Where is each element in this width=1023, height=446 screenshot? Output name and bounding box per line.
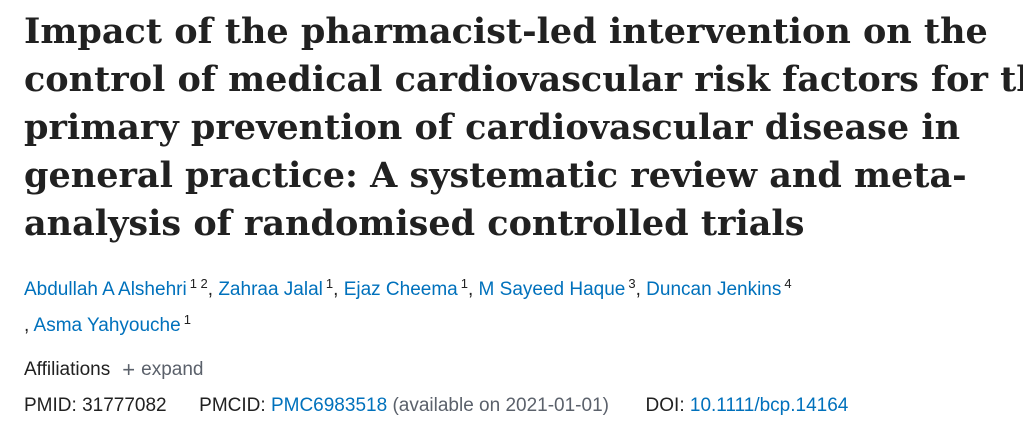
author-link[interactable]: Zahraa Jalal <box>218 279 323 300</box>
author-link[interactable]: Asma Yahyouche <box>33 315 181 336</box>
title-line: general practice: A systematic review an… <box>24 155 967 196</box>
affiliations-expand-button[interactable]: + expand <box>122 358 203 382</box>
doi-label: DOI: <box>645 395 685 416</box>
pmid-label: PMID: <box>24 395 77 416</box>
title-line: analysis of randomised controlled trials <box>24 203 805 244</box>
author-affiliation-ref[interactable]: 1 <box>325 275 334 291</box>
article-title: Impact of the pharmacist-led interventio… <box>24 8 1023 248</box>
author-link[interactable]: Abdullah A Alshehri <box>24 279 187 300</box>
author-separator: , <box>333 279 344 300</box>
author-separator: , <box>24 315 34 336</box>
affiliations-section: Affiliations + expand <box>24 358 1023 382</box>
affiliations-label: Affiliations <box>24 359 111 380</box>
author-list: Abdullah A Alshehri 1 2, Zahraa Jalal 1, E… <box>24 272 1023 344</box>
pmcid-label: PMCID: <box>199 395 266 416</box>
author-affiliation-ref[interactable]: 4 <box>784 275 792 291</box>
title-line: Impact of the pharmacist-led interventio… <box>24 11 988 52</box>
pmcid-link[interactable]: PMC6983518 <box>270 395 388 416</box>
author-affiliation-ref[interactable]: 1 <box>183 311 191 327</box>
author-affiliation-ref[interactable]: 1 2 <box>189 275 208 291</box>
author-row: Abdullah A Alshehri 1 2, Zahraa Jalal 1, E… <box>24 272 1023 308</box>
author-separator: , <box>467 279 479 300</box>
author-row: , Asma Yahyouche 1 <box>24 308 1023 344</box>
author-separator: , <box>207 279 219 300</box>
author-affiliation-ref[interactable]: 1 <box>460 275 468 291</box>
doi-link[interactable]: 10.1111/bcp.14164 <box>689 395 849 416</box>
title-line: primary prevention of cardiovascular dis… <box>24 107 961 148</box>
author-link[interactable]: Duncan Jenkins <box>646 279 782 300</box>
plus-icon: + <box>122 357 136 382</box>
author-separator: , <box>635 279 647 300</box>
author-link[interactable]: Ejaz Cheema <box>343 279 458 300</box>
article-header: Impact of the pharmacist-led interventio… <box>24 8 1023 418</box>
pmid-value: 31777082 <box>82 395 167 416</box>
article-identifiers: PMID: 31777082 PMCID: PMC6983518 (availa… <box>24 394 1023 418</box>
author-affiliation-ref[interactable]: 3 <box>628 275 636 291</box>
author-link[interactable]: M Sayeed Haque <box>478 279 626 300</box>
pmcid-availability-note: (available on 2021-01-01) <box>392 395 609 416</box>
title-line: control of medical cardiovascular risk f… <box>24 59 1023 100</box>
expand-label: expand <box>141 359 204 380</box>
